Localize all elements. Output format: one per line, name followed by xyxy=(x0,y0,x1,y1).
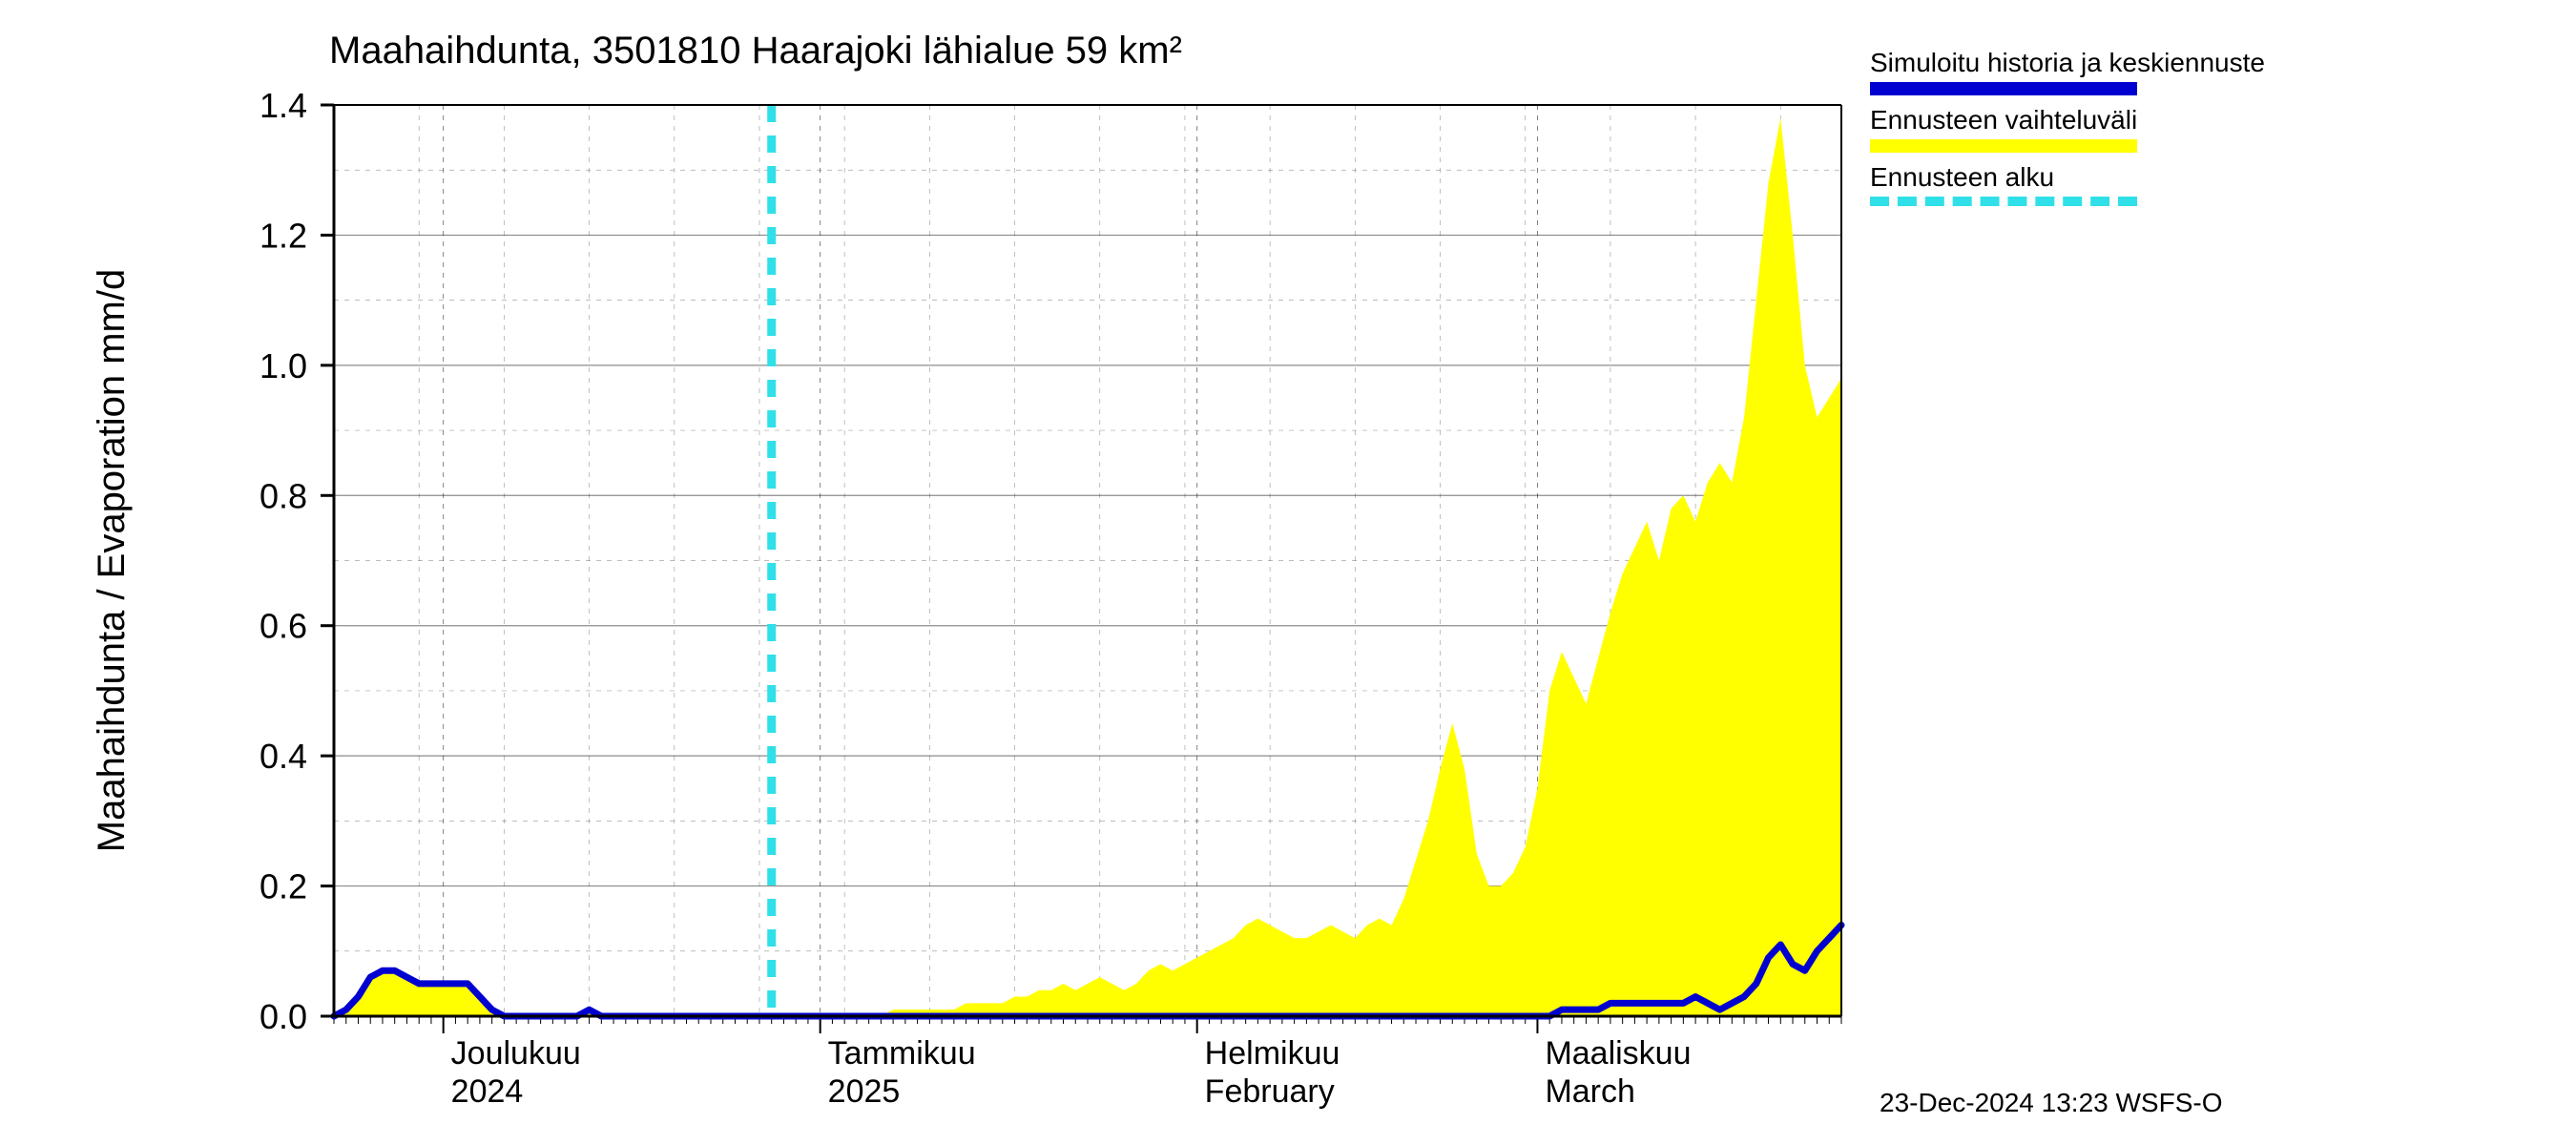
svg-text:1.2: 1.2 xyxy=(260,216,307,255)
svg-text:2024: 2024 xyxy=(451,1073,524,1110)
legend-series-label: Simuloitu historia ja keskiennuste xyxy=(1870,48,2538,78)
svg-text:1.4: 1.4 xyxy=(260,86,307,125)
svg-text:0.6: 0.6 xyxy=(260,607,307,646)
svg-text:0.0: 0.0 xyxy=(260,997,307,1036)
legend-start-label: Ennusteen alku xyxy=(1870,162,2538,193)
svg-text:Tammikuu: Tammikuu xyxy=(828,1035,976,1072)
legend-series-swatch xyxy=(1870,82,2137,95)
svg-text:Helmikuu: Helmikuu xyxy=(1205,1035,1340,1072)
legend-range-label: Ennusteen vaihteluväli xyxy=(1870,105,2538,135)
svg-text:Joulukuu: Joulukuu xyxy=(451,1035,581,1072)
svg-text:0.8: 0.8 xyxy=(260,476,307,515)
footer-timestamp: 23-Dec-2024 13:23 WSFS-O xyxy=(1880,1088,2223,1118)
legend-start-swatch xyxy=(1870,197,2137,206)
svg-text:February: February xyxy=(1205,1073,1335,1110)
svg-text:Maahaihdunta, 3501810 Haarajok: Maahaihdunta, 3501810 Haarajoki lähialue… xyxy=(329,30,1182,72)
svg-text:March: March xyxy=(1545,1073,1634,1110)
chart-container: 0.0 0.2 0.4 0.6 0.8 1.0 1.2 1.4 Joulukuu2024 Tamm… xyxy=(0,0,2576,1145)
svg-text:0.4: 0.4 xyxy=(260,737,307,776)
svg-text:1.0: 1.0 xyxy=(260,346,307,385)
svg-text:0.2: 0.2 xyxy=(260,867,307,906)
svg-text:2025: 2025 xyxy=(828,1073,901,1110)
svg-text:Maahaihdunta / Evaporation m: Maahaihdunta / Evaporation mm/d xyxy=(91,269,133,852)
svg-text:Maaliskuu: Maaliskuu xyxy=(1545,1035,1691,1072)
legend-range-swatch xyxy=(1870,139,2137,153)
legend: Simuloitu historia ja keskiennuste Ennus… xyxy=(1870,48,2538,216)
